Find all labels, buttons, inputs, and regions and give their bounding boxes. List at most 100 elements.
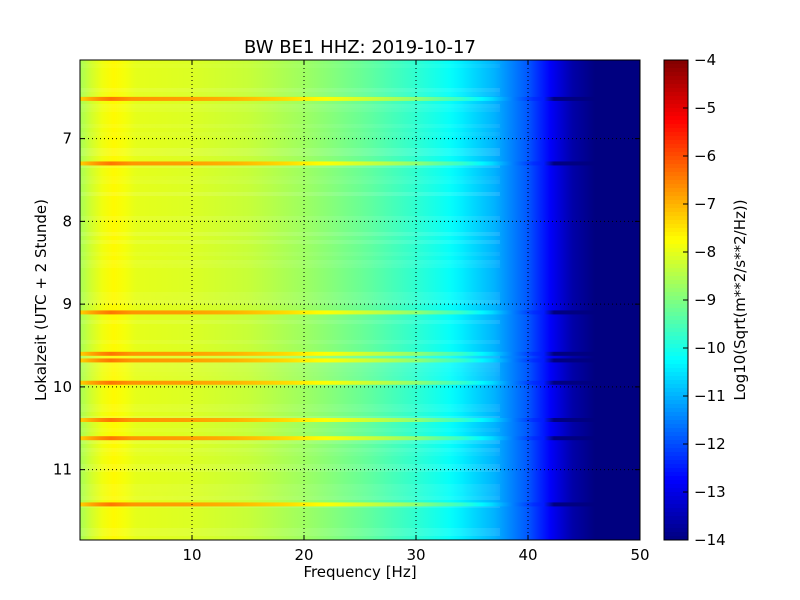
heatmap-row	[80, 496, 640, 500]
colorbar-cell	[664, 260, 688, 265]
heatmap-row	[80, 64, 640, 68]
heatmap-row-texture	[80, 464, 500, 468]
colorbar-cell	[664, 520, 688, 525]
colorbar-cell	[664, 388, 688, 393]
heatmap-row-texture	[80, 496, 500, 500]
colorbar-cell	[664, 220, 688, 225]
colorbar-cell	[664, 456, 688, 461]
colorbar-cell	[664, 312, 688, 317]
heatmap-row	[80, 192, 640, 196]
x-axis-ticks: 10 20 30 40 50	[182, 60, 650, 564]
heatmap-row	[80, 332, 640, 336]
heatmap-row	[80, 408, 640, 412]
heatmap-row-texture	[80, 88, 500, 92]
colorbar-cell	[664, 420, 688, 425]
heatmap-row	[80, 516, 640, 520]
colorbar-cell	[664, 424, 688, 429]
heatmap-row	[80, 76, 640, 80]
heatmap-row	[80, 528, 640, 532]
heatmap-row	[80, 304, 640, 308]
heatmap-row	[80, 248, 640, 252]
x-tick-label: 50	[630, 546, 649, 564]
heatmap-row	[80, 124, 640, 128]
colorbar-cell	[664, 536, 688, 541]
heatmap-row	[80, 252, 640, 256]
colorbar-tick-label: −6	[694, 147, 716, 165]
heatmap-row	[80, 272, 640, 276]
heatmap-row	[80, 488, 640, 492]
colorbar-cell	[664, 472, 688, 477]
event-band	[80, 502, 596, 507]
heatmap-row	[80, 156, 640, 160]
event-band	[80, 436, 596, 441]
heatmap-row	[80, 464, 640, 468]
heatmap-row	[80, 452, 640, 456]
colorbar-cell	[664, 144, 688, 149]
colorbar-cell	[664, 428, 688, 433]
colorbar-cell	[664, 216, 688, 221]
colorbar-cell	[664, 532, 688, 537]
heatmap-row	[80, 100, 640, 104]
colorbar-cell	[664, 408, 688, 413]
heatmap-row	[80, 288, 640, 292]
colorbar-cell	[664, 304, 688, 309]
heatmap-row-texture	[80, 264, 500, 268]
heatmap-row	[80, 72, 640, 76]
heatmap-row-texture	[80, 180, 500, 184]
colorbar-cell	[664, 356, 688, 361]
colorbar-cell	[664, 396, 688, 401]
heatmap-row	[80, 220, 640, 224]
heatmap-row	[80, 68, 640, 72]
heatmap-row-texture	[80, 356, 500, 360]
colorbar-cell	[664, 160, 688, 165]
heatmap-row	[80, 296, 640, 300]
heatmap-row	[80, 384, 640, 388]
colorbar-cell	[664, 176, 688, 181]
heatmap-row	[80, 400, 640, 404]
colorbar-cell	[664, 60, 688, 65]
colorbar-tick-label: −13	[694, 483, 726, 501]
heatmap-row-texture	[80, 364, 500, 368]
colorbar-tick-label: −9	[694, 291, 716, 309]
colorbar-cell	[664, 436, 688, 441]
colorbar-cell	[664, 148, 688, 153]
heatmap-row	[80, 276, 640, 280]
spectrogram-heatmap	[80, 60, 640, 540]
grid-lines	[80, 60, 640, 540]
heatmap-row	[80, 492, 640, 496]
colorbar-cell	[664, 292, 688, 297]
event-band	[80, 310, 596, 315]
heatmap-row	[80, 324, 640, 328]
x-tick-label: 20	[294, 546, 313, 564]
colorbar-cell	[664, 368, 688, 373]
heatmap-row	[80, 92, 640, 96]
event-band	[80, 96, 596, 101]
colorbar-tick-label: −8	[694, 243, 716, 261]
heatmap-row	[80, 180, 640, 184]
colorbar-cell	[664, 500, 688, 505]
heatmap-row-texture	[80, 468, 500, 472]
colorbar-cell	[664, 228, 688, 233]
colorbar-cell	[664, 252, 688, 257]
colorbar-cell	[664, 268, 688, 273]
colorbar-cell	[664, 240, 688, 245]
heatmap-row-texture	[80, 492, 500, 496]
heatmap-row-texture	[80, 260, 500, 264]
heatmap-row-texture	[80, 192, 500, 196]
y-tick-label: 8	[62, 212, 72, 230]
colorbar-cell	[664, 328, 688, 333]
y-tick-label: 10	[53, 378, 72, 396]
heatmap-row-texture	[80, 108, 500, 112]
x-tick-label: 30	[406, 546, 425, 564]
heatmap-row	[80, 320, 640, 324]
colorbar-cell	[664, 192, 688, 197]
colorbar-cell	[664, 336, 688, 341]
colorbar-cell	[664, 400, 688, 405]
colorbar-cell	[664, 68, 688, 73]
colorbar-cell	[664, 320, 688, 325]
heatmap-row-texture	[80, 252, 500, 256]
y-tick-label: 7	[62, 130, 72, 148]
colorbar-cell	[664, 496, 688, 501]
heatmap-row-texture	[80, 488, 500, 492]
colorbar-cell	[664, 84, 688, 89]
